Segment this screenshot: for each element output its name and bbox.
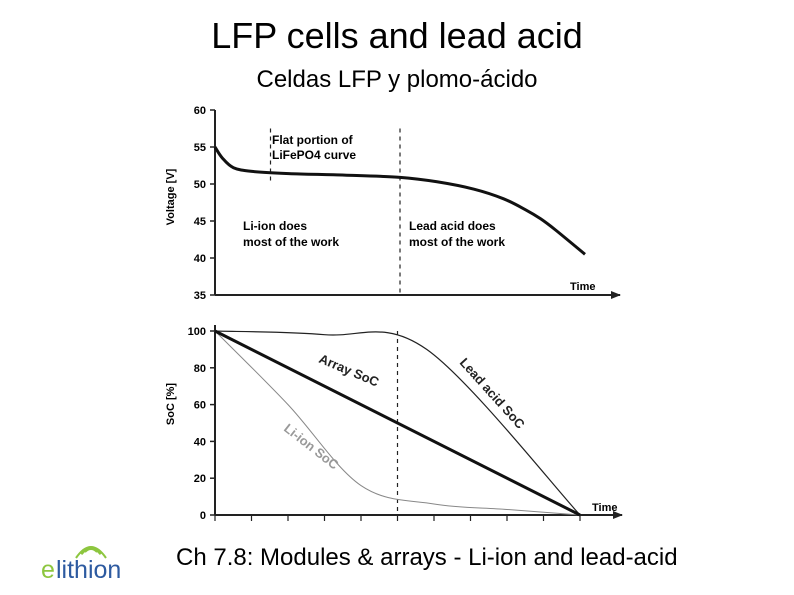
array-soc-line [214, 329, 581, 517]
elithion-logo-graphic: e lithion [41, 546, 121, 584]
voltage-y-tick-label: 55 [194, 142, 206, 154]
lead-acid-work-line-2: most of the work [409, 235, 505, 249]
soc-y-tick-label: 0 [200, 510, 206, 522]
flat-portion-line-1: Flat portion of [272, 133, 354, 147]
lead-acid-work-annotation: Lead acid does most of the work [409, 219, 505, 249]
flat-portion-line-2: LiFePO4 curve [272, 148, 356, 162]
voltage-chart: 60 55 50 45 40 35 Voltage [V] Time Flat porti… [165, 105, 621, 302]
voltage-axis-title: Voltage [V] [165, 168, 177, 225]
li-ion-work-annotation: Li-ion does most of the work [243, 219, 339, 249]
soc-y-tick-label: 60 [194, 400, 206, 412]
lead-acid-work-line-1: Lead acid does [409, 219, 496, 233]
li-ion-work-line-2: most of the work [243, 235, 339, 249]
elithion-logo: e lithion [37, 538, 145, 588]
voltage-y-tick-label: 50 [194, 179, 206, 191]
voltage-curve [213, 146, 586, 256]
slide-title: LFP cells and lead acid [211, 15, 583, 56]
li-ion-soc-line [214, 330, 581, 516]
voltage-y-tick-label: 60 [194, 105, 206, 117]
soc-y-tick-label: 80 [194, 363, 206, 375]
flat-portion-annotation: Flat portion of LiFePO4 curve [272, 133, 356, 162]
soc-y-tick-label: 100 [188, 326, 206, 338]
soc-chart: 100 80 60 40 20 0 SoC [%] Time Array SoC Lead… [165, 325, 623, 522]
li-ion-work-line-1: Li-ion does [243, 219, 307, 233]
soc-time-label: Time [592, 502, 617, 514]
soc-y-tick-label: 20 [194, 473, 206, 485]
li-ion-soc-label: Li-ion SoC [281, 421, 342, 473]
voltage-y-tick-label: 40 [194, 253, 206, 265]
voltage-time-label: Time [570, 281, 595, 293]
lead-acid-soc-line [214, 330, 581, 516]
voltage-y-tick-label: 35 [194, 290, 206, 302]
voltage-y-tick-label: 45 [194, 216, 206, 228]
soc-axis-title: SoC [%] [165, 383, 177, 426]
array-soc-label: Array SoC [317, 351, 382, 390]
soc-y-tick-label: 40 [194, 436, 206, 448]
svg-text:e: e [41, 556, 55, 584]
lead-acid-soc-label: Lead acid SoC [457, 355, 528, 432]
slide-footer: Ch 7.8: Modules & arrays - Li-ion and le… [176, 544, 678, 571]
slide-subtitle: Celdas LFP y plomo-ácido [256, 66, 538, 93]
svg-text:lithion: lithion [56, 556, 121, 584]
lfp-lead-acid-charts: 60 55 50 45 40 35 Voltage [V] Time Flat porti… [165, 105, 623, 522]
